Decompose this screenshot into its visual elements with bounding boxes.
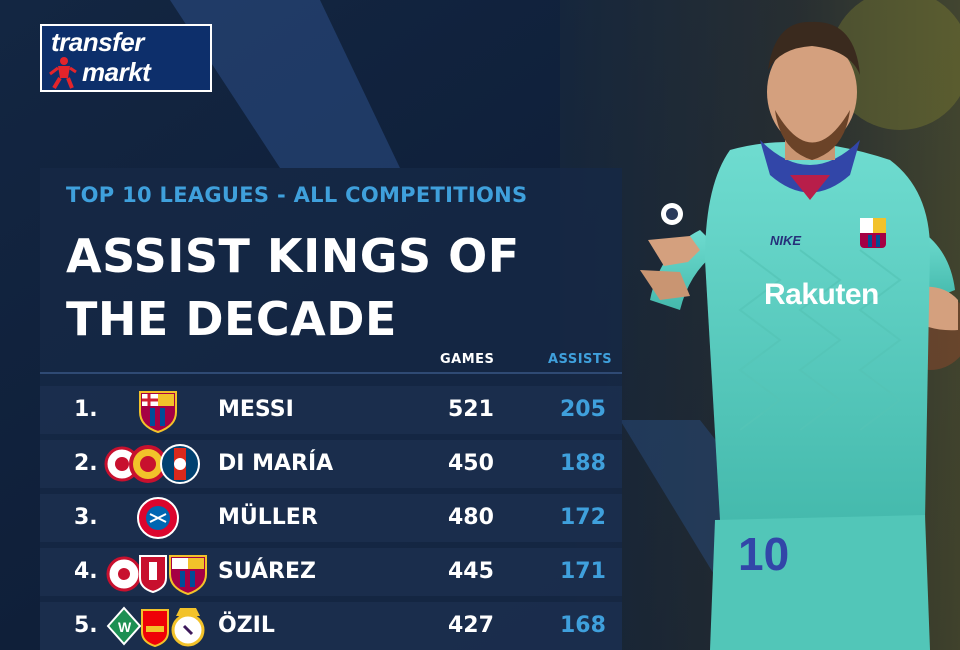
arsenal-crest-icon: [141, 609, 169, 648]
man-utd-crest-icon: [129, 445, 167, 483]
svg-text:W: W: [118, 619, 132, 635]
table-row: 1. MESSI 521 205: [40, 386, 622, 434]
assists-value: 172: [560, 505, 606, 530]
rank: 2.: [74, 451, 98, 476]
player-name: MÜLLER: [218, 505, 318, 530]
barcelona-crest-icon: [169, 555, 207, 596]
rank: 5.: [74, 613, 98, 638]
club-crests: [139, 391, 177, 434]
table-row: 3. MÜLLER 480 172: [40, 494, 622, 542]
club-crests: [106, 555, 207, 596]
rank: 1.: [74, 397, 98, 422]
werder-crest-icon: W: [106, 606, 142, 646]
rank: 4.: [74, 559, 98, 584]
sponsor-label: Rakuten: [764, 278, 879, 311]
player-name: DI MARÍA: [218, 451, 334, 476]
kit-brand-label: NIKE: [770, 233, 802, 248]
rank: 3.: [74, 505, 98, 530]
table-row: 2. DI MARÍA 450 188: [40, 440, 622, 488]
club-crests: [104, 444, 200, 484]
page-title: ASSIST KINGS OF THE DECADE: [66, 229, 520, 346]
player-figure-icon: [49, 57, 77, 90]
logo-line-1: transfer: [51, 27, 144, 57]
table-row: 5. W ÖZIL 427 168: [40, 602, 622, 650]
column-header-games: GAMES: [440, 352, 495, 367]
assists-value: 205: [560, 397, 606, 422]
games-value: 427: [448, 613, 494, 638]
subtitle: TOP 10 LEAGUES - ALL COMPETITIONS: [66, 183, 528, 207]
table-row: 4. SUÁREZ 445 171: [40, 548, 622, 596]
ajax-crest-icon: [106, 556, 142, 592]
assists-value: 188: [560, 451, 606, 476]
club-crests: [137, 497, 179, 539]
svg-text:10: 10: [738, 528, 789, 580]
logo-line-2: markt: [82, 57, 151, 87]
games-value: 445: [448, 559, 494, 584]
header-divider: [40, 372, 622, 374]
transfermarkt-logo: transfer markt: [40, 24, 212, 92]
liverpool-crest-icon: [139, 555, 167, 594]
player-name: SUÁREZ: [218, 559, 316, 584]
player-name: MESSI: [218, 397, 294, 422]
player-name: ÖZIL: [218, 613, 275, 638]
games-value: 450: [448, 451, 494, 476]
assists-value: 171: [560, 559, 606, 584]
games-value: 480: [448, 505, 494, 530]
assists-value: 168: [560, 613, 606, 638]
bayern-crest-icon: [137, 497, 179, 539]
column-header-assists: ASSISTS: [548, 352, 613, 367]
games-value: 521: [448, 397, 494, 422]
barcelona-crest-icon: [139, 391, 177, 434]
club-crests: W: [106, 606, 205, 648]
psg-crest-icon: [160, 444, 200, 484]
real-madrid-crest-icon: [171, 608, 205, 647]
